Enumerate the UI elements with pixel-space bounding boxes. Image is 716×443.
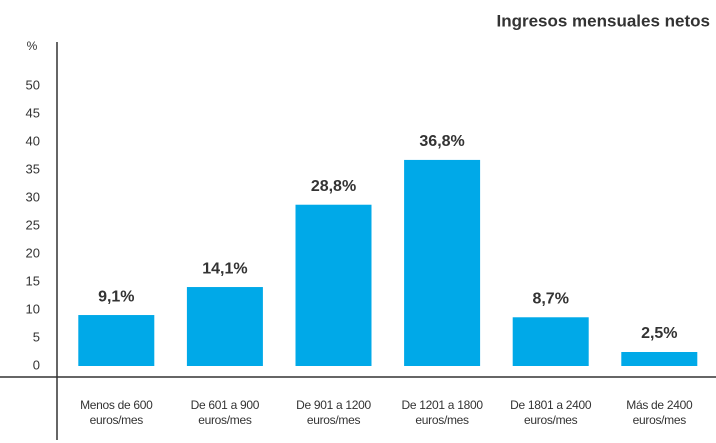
data-label: 36,8% (419, 133, 464, 150)
bar (621, 352, 698, 366)
bar (78, 315, 155, 366)
x-tick-label: De 1201 a 1800 euros/mes (401, 398, 483, 427)
bar (186, 287, 263, 366)
bar (295, 204, 372, 366)
y-tick-label: 45 (26, 105, 40, 120)
x-tick-label: De 901 a 1200 euros/mes (296, 398, 371, 427)
data-label: 28,8% (311, 178, 356, 195)
y-tick-label: 25 (26, 217, 40, 232)
y-tick-label: 20 (26, 245, 40, 260)
y-tick-label: 30 (26, 189, 40, 204)
y-tick-label: 15 (26, 273, 40, 288)
x-tick-label: De 1801 a 2400 euros/mes (510, 398, 592, 427)
data-label: 8,7% (532, 290, 568, 307)
bar (512, 317, 589, 366)
data-label: 2,5% (641, 325, 677, 342)
x-tick-label: De 601 a 900 euros/mes (190, 398, 260, 427)
bar (404, 159, 481, 366)
y-axis-label: % (27, 39, 38, 53)
y-tick-label: 40 (26, 133, 40, 148)
y-tick-label: 50 (26, 77, 40, 92)
y-tick-label: 5 (33, 329, 40, 344)
chart-title: Ingresos mensuales netos (496, 11, 710, 30)
y-tick-label: 35 (26, 161, 40, 176)
x-tick-label: Menos de 600 euros/mes (80, 398, 153, 427)
data-label: 14,1% (202, 260, 247, 277)
y-tick-label: 10 (26, 301, 40, 316)
data-label: 9,1% (98, 288, 134, 305)
x-tick-label: Más de 2400 euros/mes (626, 398, 693, 427)
y-tick-label: 0 (33, 357, 40, 372)
